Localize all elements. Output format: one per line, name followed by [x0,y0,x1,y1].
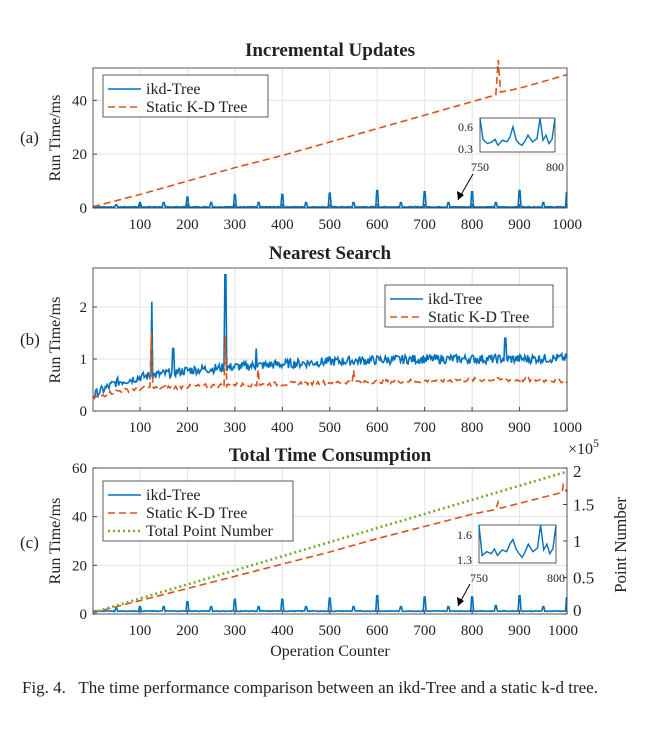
y2-tick-label: 0 [573,601,582,620]
x-tick-label: 1000 [552,420,582,436]
panel-label-a: (a) [20,128,39,147]
x-tick-label: 100 [129,217,152,233]
caption-text: The time performance comparison between … [78,678,598,697]
series-line-static-k-d-tree [92,482,568,614]
x-tick-label: 600 [366,217,389,233]
arrow-head-icon [457,597,464,606]
x-tick-label: 500 [319,420,342,436]
x-tick-label: 400 [271,217,294,233]
x-tick-label: 800 [461,623,484,639]
x-tick-label: 800 [461,420,484,436]
panel-c: Total Time Consumption (c) Run Time/ms P… [20,436,630,660]
x-tick-label: 1000 [552,217,582,233]
legend-entry: ikd-Tree [146,487,201,504]
x-tick-label: 100 [129,420,152,436]
inset-y-tick-label: 0.6 [458,120,473,134]
inset-x-tick-label: 800 [547,571,565,585]
y-tick-label: 0 [80,607,88,623]
x-tick-label: 900 [508,217,531,233]
x-tick-label: 800 [461,217,484,233]
series-line-static-k-d-tree [92,332,568,400]
series-line-ikd-tree [92,274,568,399]
y-tick-label: 1 [80,352,88,368]
panel-b: Nearest Search (b) Run Time/ms 100 200 300… [20,243,582,436]
title-c: Total Time Consumption [229,445,432,466]
legend-box [102,74,269,118]
x-tick-label: 300 [224,420,247,436]
x-tick-label: 700 [413,623,436,639]
x-tick-label: 900 [508,623,531,639]
panel-a: Incremental Updates (a) Run Time/ms 100 2… [20,40,582,233]
y-tick-label: 0 [80,201,88,217]
x-tick-label: 600 [366,623,389,639]
legend-entry: Total Point Number [146,523,274,540]
x-tick-label: 500 [319,623,342,639]
x-tick-label: 900 [508,420,531,436]
inset-x-tick-label: 750 [470,571,488,585]
legend-entry: ikd-Tree [428,291,483,308]
inset-x-tick-label: 750 [471,160,489,174]
y-tick-label: 2 [80,300,88,316]
y2-exponent-power: 5 [593,436,599,450]
legend-entry: ikd-Tree [146,81,201,98]
x-tick-label: 100 [129,623,152,639]
xlabel-c: Operation Counter [270,643,390,660]
inset-y-tick-label: 1.6 [457,528,472,542]
y-tick-label: 40 [72,93,87,109]
y2label-c: Point Number [611,497,630,593]
series-line-ikd-tree [93,189,568,209]
x-tick-label: 500 [319,217,342,233]
inset-box [479,117,556,153]
inset-line [479,118,556,147]
x-tick-label: 700 [413,420,436,436]
panel-label-b: (b) [20,330,40,349]
figure-caption: Fig. 4. The time performance comparison … [22,676,632,699]
ylabel-b: Run Time/ms [47,297,64,384]
inset-y-tick-label: 1.3 [457,553,472,567]
inset-x-tick-label: 800 [546,160,564,174]
y2-tick-label: 1.5 [573,496,594,515]
inset-line [478,524,557,559]
series-line-ikd-tree [92,595,568,613]
x-tick-label: 1000 [548,623,578,639]
y-tick-label: 0 [80,404,88,420]
legend-box [384,284,554,328]
y-tick-label: 20 [72,558,87,574]
y2-tick-label: 0.5 [573,569,594,588]
y-tick-label: 40 [72,510,87,526]
x-tick-label: 400 [271,623,294,639]
axes-box [92,467,568,615]
y2-tick-label: 2 [573,462,582,481]
y2-exponent: ×105 [568,436,599,458]
x-tick-label: 600 [366,420,389,436]
x-tick-label: 400 [271,420,294,436]
legend-entry: Static K-D Tree [146,99,247,116]
ylabel-c: Run Time/ms [47,498,64,585]
panel-label-c: (c) [20,533,39,552]
y2-exponent-base: ×10 [568,441,593,458]
x-tick-label: 700 [413,217,436,233]
legend-entry: Static K-D Tree [146,505,247,522]
ylabel-a: Run Time/ms [47,95,64,182]
arrow-head-icon [457,191,464,200]
y-tick-label: 60 [72,461,87,477]
x-tick-label: 200 [176,217,199,233]
figure: Incremental Updates (a) Run Time/ms 100 2… [20,40,630,660]
x-tick-label: 200 [176,420,199,436]
title-b: Nearest Search [269,243,392,264]
inset-y-tick-label: 0.3 [458,142,473,156]
y-tick-label: 20 [72,147,87,163]
caption-label: Fig. 4. [22,678,66,697]
inset-box [478,524,557,564]
x-tick-label: 200 [176,623,199,639]
series-line-static-k-d-tree [92,59,568,208]
x-tick-label: 300 [224,623,247,639]
title-a: Incremental Updates [245,40,415,61]
x-tick-label: 300 [224,217,247,233]
axes-box [92,267,568,412]
axes-box [92,67,568,209]
y2-tick-label: 1 [573,532,582,551]
legend-entry: Static K-D Tree [428,309,529,326]
